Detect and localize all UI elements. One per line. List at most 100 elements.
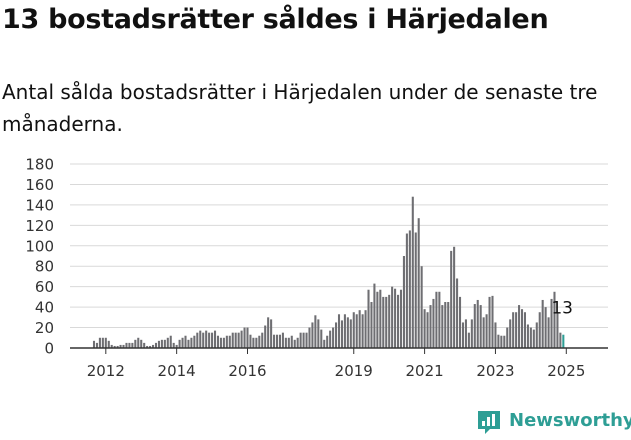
chart-bar	[219, 337, 222, 348]
page-subtitle: Antal sålda bostadsrätter i Härjedalen u…	[2, 80, 598, 136]
chart-bar	[320, 329, 323, 348]
chart-bar	[163, 339, 166, 348]
chart-bar	[464, 319, 467, 348]
x-tick-label: 2016	[228, 362, 266, 380]
chart-bar	[308, 327, 311, 348]
chart-bar	[488, 296, 491, 348]
chart-bar	[349, 319, 352, 348]
chart-bar	[473, 304, 476, 348]
y-tick-label: 160	[25, 176, 54, 194]
chart-bar	[169, 335, 172, 348]
chart-bar	[467, 332, 470, 348]
y-tick-label: 40	[35, 299, 54, 317]
chart-bar	[196, 332, 199, 348]
chart-bar	[152, 344, 155, 348]
chart-bar	[222, 337, 225, 348]
y-tick-label: 120	[25, 217, 54, 235]
chart-bar	[458, 296, 462, 348]
chart-bar	[535, 322, 538, 348]
chart-bar	[423, 309, 426, 348]
x-tick-label: 2021	[406, 362, 444, 380]
chart-bar	[541, 299, 544, 348]
y-tick-label: 140	[25, 196, 54, 214]
chart-bar	[509, 319, 512, 348]
chart-bar	[128, 342, 131, 348]
chart-bar	[550, 298, 553, 348]
chart-bar	[408, 230, 411, 348]
chart-bar	[287, 337, 290, 348]
chart-bar	[512, 312, 515, 348]
chart-bar	[122, 344, 125, 348]
y-tick-label: 20	[35, 319, 54, 337]
chart-bar	[456, 278, 459, 348]
chart-bar	[261, 332, 264, 348]
brand: Newsworthy	[475, 408, 631, 438]
chart-bar	[355, 314, 358, 348]
chart-bar	[370, 302, 373, 348]
chart-bar	[149, 345, 152, 348]
chart-bar	[402, 256, 405, 348]
chart-bar	[414, 232, 417, 348]
x-tick-label: 2023	[476, 362, 514, 380]
chart-bar	[500, 335, 503, 348]
chart-bar	[278, 334, 281, 348]
chart-bar	[305, 332, 308, 348]
chart-bar	[485, 314, 488, 348]
chart-bar	[547, 317, 550, 348]
chart-bar	[178, 339, 181, 348]
chart-bar	[101, 337, 104, 348]
chart-bar	[361, 314, 364, 348]
chart-bar	[394, 288, 397, 348]
chart-bar	[323, 339, 326, 348]
chart-bar	[518, 305, 521, 348]
chart-bar	[515, 312, 518, 348]
y-tick-label: 180	[25, 156, 54, 174]
chart-bar	[181, 337, 184, 348]
chart-bar	[237, 332, 240, 348]
chart-bar	[293, 339, 296, 348]
chart-bar	[187, 339, 190, 348]
chart-bar	[157, 340, 160, 348]
chart-bar	[411, 196, 414, 348]
chart-bar	[267, 317, 270, 348]
chart-bar	[193, 335, 196, 348]
chart-bar	[482, 317, 485, 348]
chart-bar	[131, 342, 134, 348]
x-tick-label: 2012	[87, 362, 125, 380]
chart-bar	[476, 299, 479, 348]
y-axis: 0 20 40 60 80 100 120 140 160 180	[25, 156, 54, 358]
chart-bar	[302, 332, 305, 348]
chart-bar	[479, 305, 482, 348]
chart-bar	[332, 327, 335, 348]
chart-bar	[461, 322, 465, 348]
chart-bar	[417, 218, 420, 348]
chart-bar	[435, 291, 438, 348]
chart-bar	[379, 289, 382, 348]
chart-bar	[252, 337, 255, 348]
chart-bar	[290, 335, 293, 348]
chart-bar	[154, 342, 158, 348]
chart-bar	[143, 342, 146, 348]
chart-bar	[211, 332, 214, 348]
chart-bar	[208, 332, 211, 348]
chart-bar	[199, 330, 202, 348]
chart-bar	[556, 312, 559, 348]
chart-bar	[107, 340, 110, 348]
chart-bar	[337, 314, 341, 348]
newsworthy-logo-icon	[478, 411, 500, 434]
chart-bar	[140, 339, 143, 348]
chart-bar	[529, 327, 532, 348]
chart-bar	[326, 335, 329, 348]
chart-bar	[175, 344, 178, 348]
chart-bar	[391, 286, 394, 348]
chart-bar	[104, 337, 107, 348]
chart-bar	[420, 266, 423, 348]
chart-bar	[340, 320, 343, 348]
chart-bar	[184, 335, 187, 348]
x-axis: 2012 2014 2016 2019 2021 2023 2025	[87, 348, 585, 380]
chart-bars	[92, 196, 565, 348]
chart-bar	[470, 319, 473, 348]
chart-bar	[532, 329, 535, 348]
chart-bar	[444, 302, 447, 348]
chart-bar	[264, 325, 267, 348]
